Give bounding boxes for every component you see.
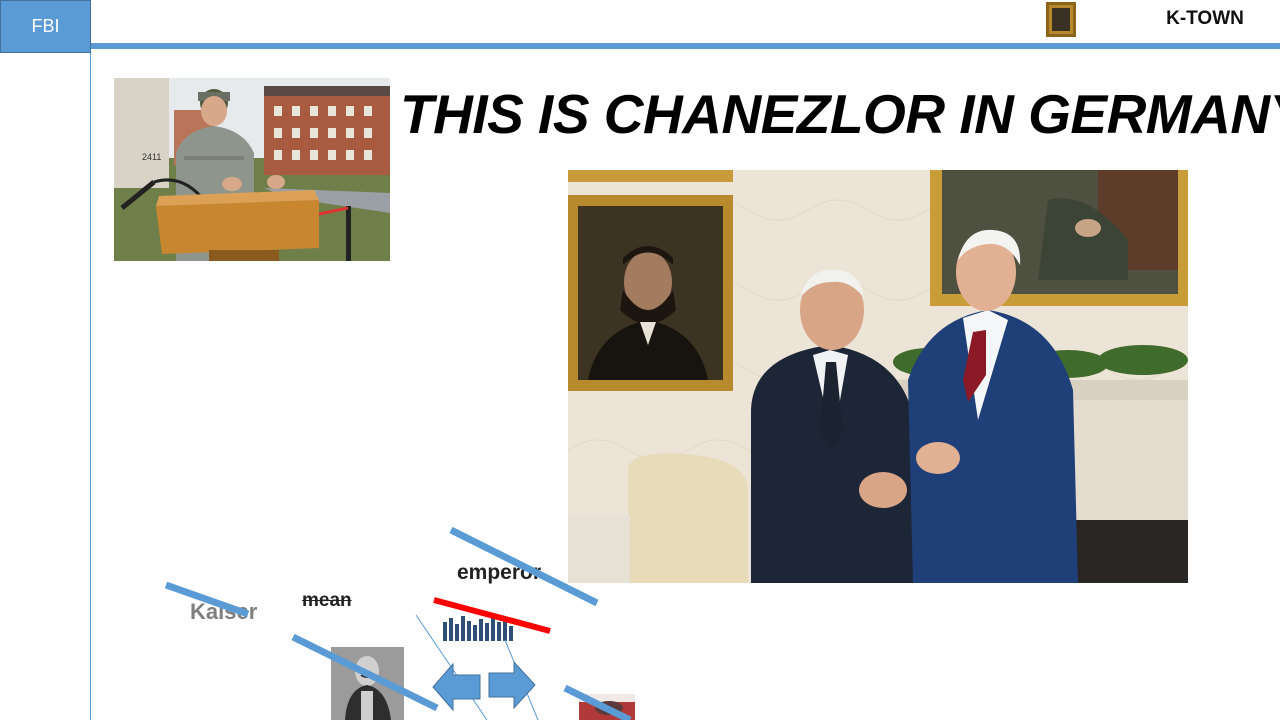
leaders-meeting-photo [568, 170, 1188, 583]
soldier-podium-photo: 2411 [114, 78, 390, 261]
small-thumbnail [579, 694, 635, 720]
left-arrow-icon [432, 662, 481, 712]
header-divider [91, 43, 1280, 49]
kaiser-label: Kaiser [190, 599, 258, 624]
building-number: 2411 [142, 152, 161, 162]
kaiser-portrait [331, 647, 404, 720]
ktown-label: K-TOWN [1166, 8, 1244, 29]
emperor-label: emperor [457, 561, 542, 584]
fbi-tab[interactable]: FBI [0, 0, 91, 53]
mean-label: mean [302, 590, 352, 611]
portrait-thumbnail[interactable] [1046, 2, 1076, 37]
connector-line-right [504, 639, 539, 720]
left-divider [90, 53, 91, 720]
bar-chart-icon [443, 616, 513, 641]
fbi-tab-label: FBI [31, 16, 60, 36]
slide-title: THIS IS CHANEZLOR IN GERMANY [400, 83, 1280, 145]
right-arrow-icon [488, 660, 536, 710]
